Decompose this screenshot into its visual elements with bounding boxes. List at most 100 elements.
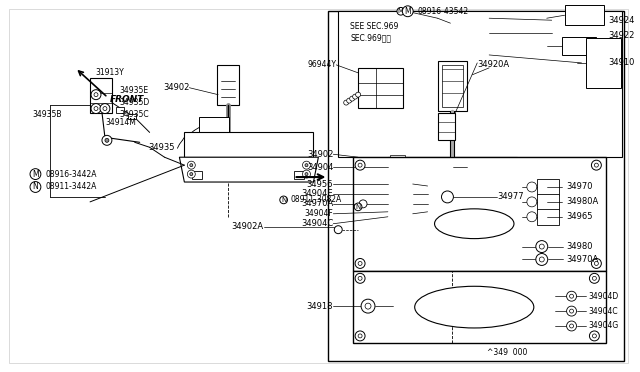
Circle shape	[188, 161, 195, 169]
Circle shape	[100, 103, 110, 113]
FancyBboxPatch shape	[217, 65, 239, 105]
Text: 34902: 34902	[307, 150, 333, 159]
Text: 34935B: 34935B	[33, 110, 62, 119]
Text: 34902A: 34902A	[232, 222, 264, 231]
FancyBboxPatch shape	[562, 37, 596, 55]
Text: M: M	[32, 170, 39, 179]
FancyBboxPatch shape	[184, 132, 314, 157]
Text: SEE SEC.969: SEE SEC.969	[350, 22, 399, 31]
Circle shape	[566, 306, 577, 316]
Circle shape	[593, 276, 596, 280]
Text: 34935C: 34935C	[120, 110, 150, 119]
FancyBboxPatch shape	[199, 118, 229, 137]
Text: 34924: 34924	[608, 16, 635, 25]
Text: 34935D: 34935D	[120, 98, 150, 107]
Circle shape	[94, 106, 98, 110]
FancyBboxPatch shape	[192, 171, 202, 179]
FancyBboxPatch shape	[339, 11, 622, 157]
Circle shape	[358, 276, 362, 280]
Circle shape	[536, 253, 548, 266]
Ellipse shape	[435, 209, 514, 238]
Text: ^349  000: ^349 000	[487, 348, 527, 357]
Text: 34910: 34910	[608, 58, 635, 67]
Circle shape	[589, 273, 599, 283]
FancyBboxPatch shape	[537, 209, 559, 225]
Circle shape	[358, 262, 362, 266]
FancyBboxPatch shape	[390, 191, 404, 200]
FancyBboxPatch shape	[90, 78, 112, 113]
Ellipse shape	[415, 286, 534, 328]
Circle shape	[361, 299, 375, 313]
Circle shape	[365, 303, 371, 309]
Circle shape	[527, 197, 537, 207]
Circle shape	[358, 163, 362, 167]
FancyBboxPatch shape	[390, 203, 404, 212]
Text: N: N	[355, 204, 361, 210]
FancyBboxPatch shape	[564, 5, 604, 25]
FancyBboxPatch shape	[353, 157, 606, 272]
Circle shape	[540, 244, 544, 249]
Circle shape	[591, 160, 602, 170]
Text: M: M	[398, 8, 404, 14]
Circle shape	[102, 135, 112, 145]
Text: 34970: 34970	[566, 183, 593, 192]
Circle shape	[570, 324, 573, 328]
Circle shape	[94, 93, 98, 97]
Circle shape	[303, 170, 310, 178]
Circle shape	[570, 294, 573, 298]
Text: FRONT: FRONT	[110, 95, 144, 104]
Circle shape	[358, 334, 362, 338]
Text: 08916-43542: 08916-43542	[418, 7, 468, 16]
Circle shape	[349, 96, 355, 101]
Circle shape	[566, 321, 577, 331]
Circle shape	[91, 90, 101, 100]
Circle shape	[190, 173, 193, 176]
Text: 34904D: 34904D	[588, 292, 619, 301]
Text: 34980: 34980	[566, 242, 593, 251]
Circle shape	[305, 164, 308, 167]
Circle shape	[355, 259, 365, 269]
Text: 34914M: 34914M	[105, 118, 136, 127]
FancyBboxPatch shape	[390, 167, 404, 176]
FancyBboxPatch shape	[388, 157, 517, 217]
Circle shape	[593, 334, 596, 338]
Circle shape	[190, 164, 193, 167]
Text: N: N	[33, 183, 38, 192]
Circle shape	[105, 138, 109, 142]
Circle shape	[347, 98, 351, 103]
Circle shape	[344, 100, 349, 105]
Text: 34902: 34902	[163, 83, 189, 92]
Text: 34904C: 34904C	[301, 219, 333, 228]
Text: 08911-3082A: 08911-3082A	[291, 195, 342, 204]
FancyBboxPatch shape	[390, 155, 404, 164]
Circle shape	[595, 163, 598, 167]
Text: 34904G: 34904G	[588, 321, 619, 330]
Text: M: M	[404, 7, 411, 16]
Text: 34920A: 34920A	[477, 60, 509, 69]
Text: 34918: 34918	[307, 302, 333, 311]
Text: 34970A: 34970A	[566, 255, 599, 264]
Circle shape	[527, 212, 537, 222]
Text: 34935: 34935	[148, 143, 175, 152]
FancyBboxPatch shape	[438, 113, 456, 140]
Circle shape	[356, 92, 360, 97]
Text: N: N	[281, 197, 286, 203]
FancyBboxPatch shape	[358, 68, 403, 108]
Circle shape	[355, 160, 365, 170]
Circle shape	[355, 331, 365, 341]
Circle shape	[566, 291, 577, 301]
FancyBboxPatch shape	[537, 194, 559, 210]
Text: 34980A: 34980A	[566, 198, 599, 206]
Circle shape	[442, 191, 453, 203]
Text: 31913Y: 31913Y	[95, 68, 124, 77]
Circle shape	[359, 200, 367, 208]
Circle shape	[188, 170, 195, 178]
Text: 34970A: 34970A	[301, 199, 333, 208]
Circle shape	[91, 103, 101, 113]
FancyBboxPatch shape	[294, 171, 303, 179]
Text: 34922: 34922	[608, 31, 635, 39]
FancyBboxPatch shape	[116, 106, 124, 113]
Text: 34904C: 34904C	[588, 307, 618, 315]
Text: 08911-3442A: 08911-3442A	[45, 183, 97, 192]
Text: 34935E: 34935E	[120, 86, 149, 95]
